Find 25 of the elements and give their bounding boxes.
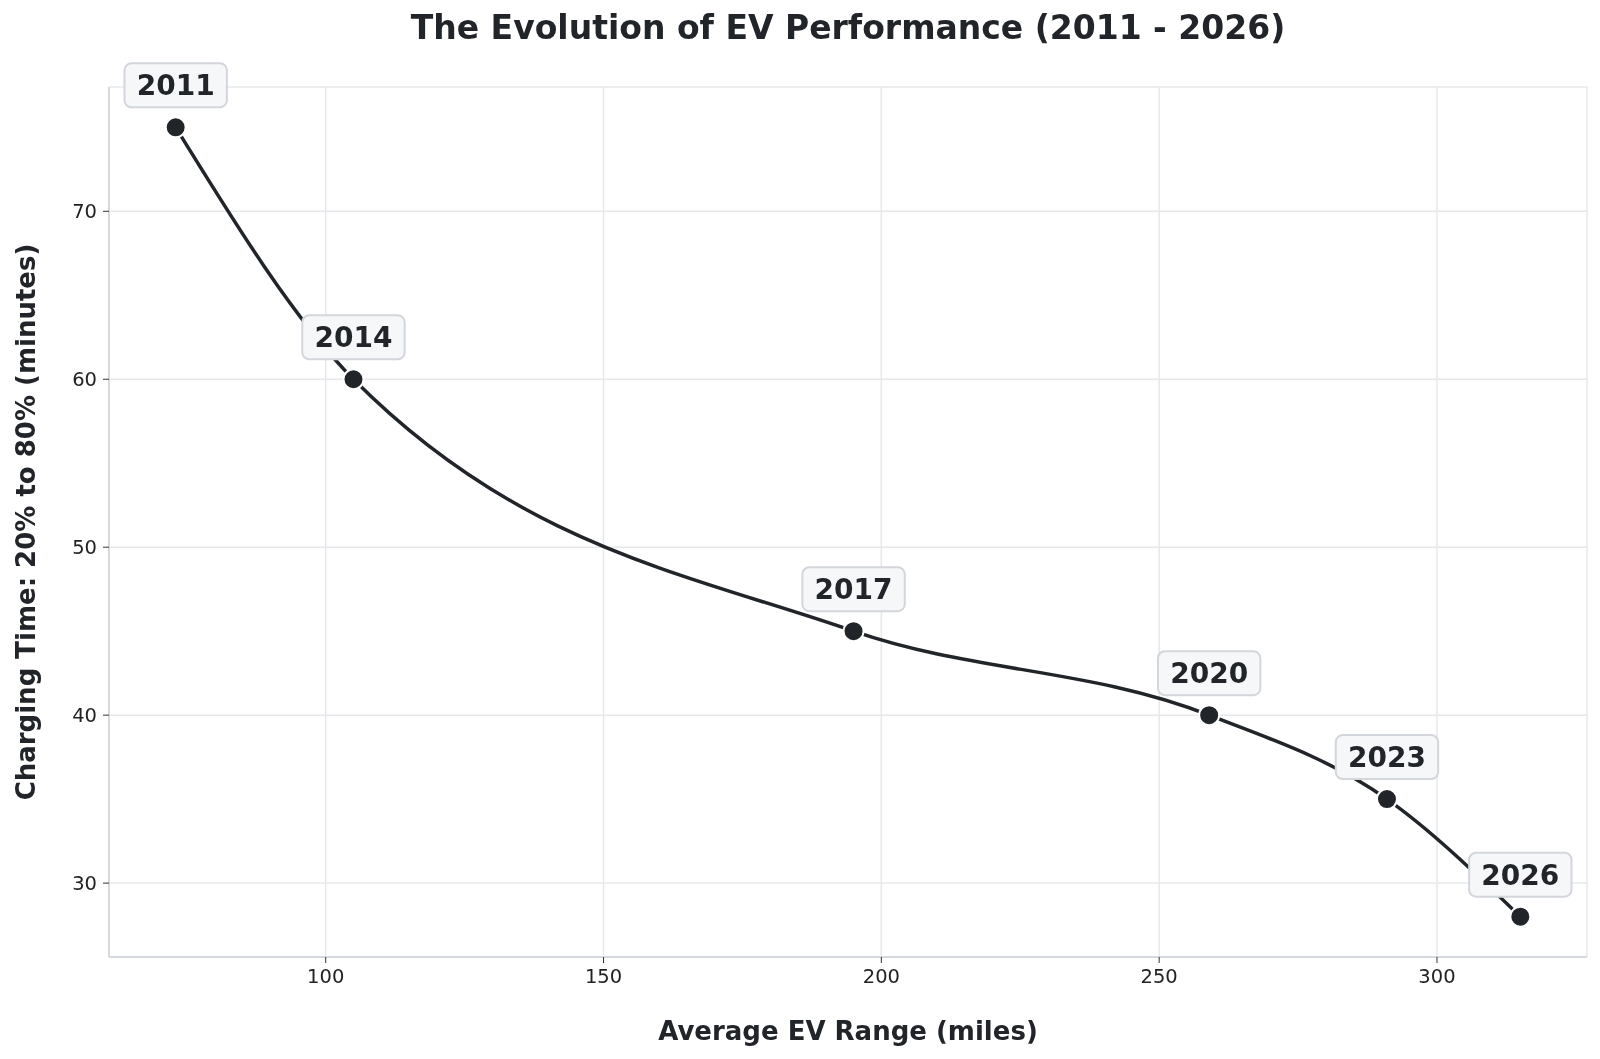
point	[1509, 905, 1532, 928]
point	[164, 116, 187, 139]
y-tick-label: 40	[72, 704, 97, 728]
x-tick-label: 250	[1140, 964, 1178, 988]
point	[342, 368, 365, 391]
annotation: 2014	[314, 320, 393, 354]
annotation: 2023	[1348, 740, 1426, 774]
chart-title: The Evolution of EV Performance (2011 - 2026)	[409, 7, 1287, 49]
point	[1198, 704, 1221, 727]
x-tick-label: 150	[584, 964, 623, 988]
annotation: 2026	[1481, 858, 1560, 892]
point	[1375, 788, 1398, 811]
annotation: 2011	[136, 68, 215, 102]
y-tick-label: 50	[72, 536, 97, 560]
point	[842, 620, 865, 643]
annotation: 2017	[814, 572, 893, 606]
x-axis-title: Average EV Range (miles)	[658, 1016, 1038, 1046]
y-tick-label: 30	[72, 872, 97, 896]
y-tick-label: 70	[72, 200, 97, 224]
y-axis-title: Charging Time: 20% to 80% (minutes)	[11, 243, 41, 801]
x-tick-label: 100	[307, 964, 345, 988]
annotation: 2020	[1170, 656, 1249, 690]
x-tick-label: 300	[1418, 964, 1456, 988]
y-tick-label: 60	[72, 368, 97, 392]
x-tick-label: 200	[862, 964, 900, 988]
